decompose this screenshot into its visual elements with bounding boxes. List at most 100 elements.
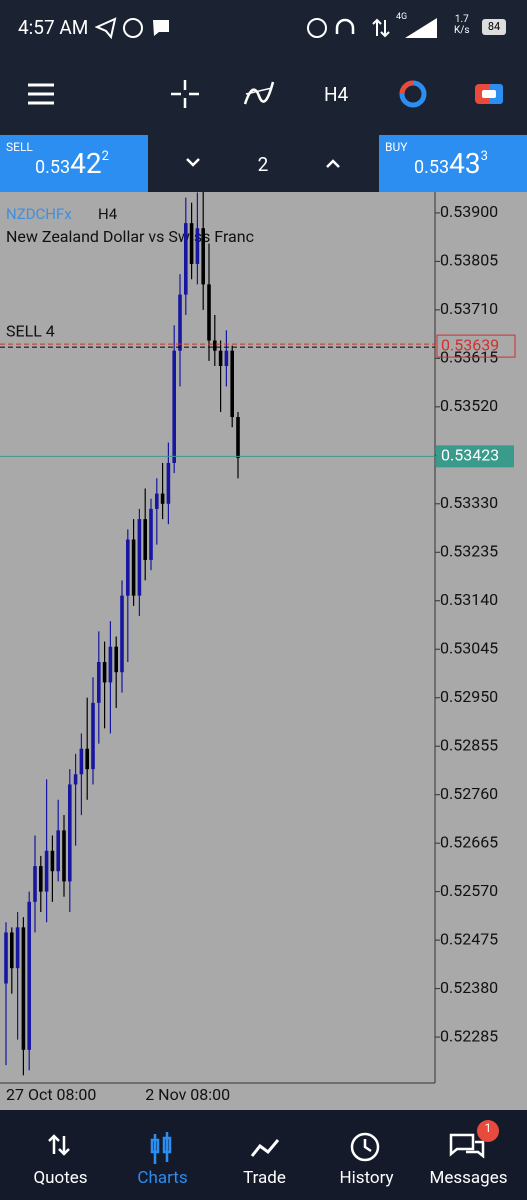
lot-down[interactable] — [186, 158, 200, 167]
toolbar-icons — [28, 80, 503, 108]
price-main: 0.53 — [35, 157, 71, 178]
y-tick-label: 0.53045 — [440, 638, 498, 657]
candle-body — [201, 228, 205, 285]
buy-price: 0.53433 — [414, 147, 488, 180]
candle-body — [10, 932, 14, 969]
y-tick-label: 0.53805 — [440, 251, 498, 270]
y-tick-label: 0.52570 — [440, 881, 498, 900]
objects-button[interactable] — [399, 80, 427, 108]
y-tick-label: 0.53140 — [440, 590, 498, 609]
nav-tab-label: Messages — [429, 1168, 508, 1188]
nav-icons — [48, 1120, 499, 1164]
y-tick-label: 0.52665 — [440, 832, 498, 851]
speed-value: 1.7 — [454, 14, 469, 25]
sell-price: 0.53422 — [35, 147, 109, 180]
battery: 84 — [482, 19, 506, 35]
nav-tab[interactable]: Trade — [212, 1110, 317, 1200]
candle-body — [120, 595, 124, 673]
candle-body — [44, 850, 49, 892]
candle-body — [102, 661, 107, 683]
symbol-description: New Zealand Dollar vs Swiss Franc — [6, 227, 254, 246]
nav-tab-label: Charts — [137, 1168, 188, 1188]
candle-body — [114, 646, 118, 673]
nav-tab[interactable]: History — [314, 1110, 419, 1200]
x-tick-label: 2 Nov 08:00 — [145, 1085, 230, 1104]
system-icons — [307, 18, 437, 38]
candle-body — [15, 927, 20, 969]
lot-value[interactable]: 2 — [257, 153, 269, 176]
net-speed: 1.7 K/s — [454, 14, 470, 36]
clock: 4:57 AM — [18, 16, 89, 39]
candle-body — [131, 539, 136, 596]
candle-body — [137, 519, 142, 596]
candle-body — [224, 350, 229, 367]
candle-body — [213, 340, 217, 351]
nav-tab[interactable]: Charts — [110, 1110, 215, 1200]
order-label: SELL 4 — [6, 321, 55, 340]
candle-body — [230, 350, 234, 418]
speed-unit: K/s — [454, 25, 470, 36]
lot-control — [186, 158, 340, 168]
nav-tab-label: Quotes — [33, 1168, 88, 1188]
network: 4G — [396, 12, 408, 22]
candle-body — [236, 417, 240, 458]
lot-up[interactable] — [326, 159, 340, 168]
price-sup: 3 — [480, 149, 488, 164]
sell-label: SELL — [6, 140, 33, 154]
buy-label: BUY — [385, 140, 408, 154]
indicators-button[interactable] — [243, 81, 275, 105]
y-tick-label: 0.53235 — [440, 541, 498, 560]
y-tick-label: 0.53520 — [440, 396, 498, 415]
notification-icons — [95, 17, 169, 40]
nav-tab-label: Trade — [243, 1168, 286, 1188]
candle-body — [218, 350, 223, 367]
y-tick-label: 0.53900 — [440, 202, 498, 221]
y-tick-label: 0.52380 — [440, 978, 498, 997]
x-tick-label: 27 Oct 08:00 — [6, 1085, 96, 1104]
candle-body — [56, 830, 60, 872]
candle-body — [97, 661, 101, 703]
y-tick-label: 0.52475 — [440, 929, 498, 948]
y-tick-label: 0.52855 — [440, 735, 498, 754]
crosshair-button[interactable] — [171, 80, 199, 108]
symbol[interactable]: NZDCHFx — [6, 205, 72, 223]
candle-body — [68, 784, 72, 882]
candle-body — [195, 228, 200, 264]
y-tick-label: 0.52285 — [440, 1026, 498, 1045]
y-tick-label: 0.52950 — [440, 687, 498, 706]
order-price-label: 0.53639 — [441, 335, 499, 354]
bottom-nav: Messages History Trade Charts Quotes 1 — [0, 1110, 527, 1200]
candle-body — [155, 493, 159, 509]
price-big: 43 — [449, 147, 481, 180]
candle-body — [91, 702, 95, 770]
candle-body — [4, 932, 8, 984]
candle-body — [126, 539, 130, 596]
nav-tab-label: History — [339, 1168, 394, 1188]
candle-body — [79, 748, 84, 775]
trade-button[interactable] — [475, 84, 503, 104]
nav-tab[interactable]: Messages — [416, 1110, 521, 1200]
candle-body — [108, 646, 113, 683]
menu-button[interactable] — [28, 83, 54, 105]
bid-price-box — [436, 445, 514, 468]
candle-body — [166, 462, 171, 504]
candle-body — [184, 223, 188, 295]
candle-body — [39, 866, 43, 892]
status-bar: 4:57 AM 4G 1.7 K/s 84 — [0, 0, 527, 58]
candle-body — [50, 850, 55, 872]
chart-timeframe: H4 — [98, 205, 118, 223]
price-big: 42 — [70, 147, 102, 180]
price-main: 0.53 — [414, 157, 450, 178]
timeframe-button[interactable]: H4 — [324, 83, 349, 106]
candle-body — [149, 508, 153, 560]
buy-button[interactable]: BUY 0.53433 — [379, 135, 527, 192]
candle-body — [178, 294, 182, 351]
toolbar: H4 — [0, 58, 527, 134]
nav-tab[interactable]: Quotes — [8, 1110, 113, 1200]
sell-button[interactable]: SELL 0.53422 — [0, 135, 148, 192]
chart: NZDCHFx H4 New Zealand Dollar vs Swiss F… — [0, 192, 527, 1110]
candle-body — [73, 774, 78, 785]
bid-price-label: 0.53423 — [441, 446, 499, 465]
candle-body — [160, 493, 165, 504]
